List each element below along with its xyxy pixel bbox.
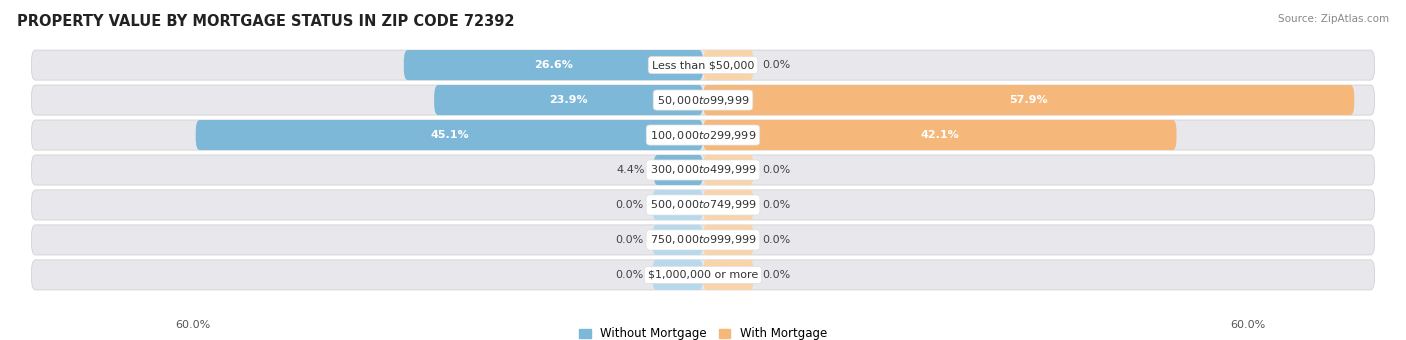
FancyBboxPatch shape bbox=[31, 50, 1375, 80]
Text: 60.0%: 60.0% bbox=[1230, 320, 1265, 330]
FancyBboxPatch shape bbox=[31, 190, 1375, 220]
FancyBboxPatch shape bbox=[31, 85, 1375, 115]
FancyBboxPatch shape bbox=[654, 155, 703, 185]
Text: $750,000 to $999,999: $750,000 to $999,999 bbox=[650, 234, 756, 246]
FancyBboxPatch shape bbox=[404, 50, 703, 80]
Text: 0.0%: 0.0% bbox=[616, 200, 644, 210]
FancyBboxPatch shape bbox=[703, 155, 754, 185]
FancyBboxPatch shape bbox=[434, 85, 703, 115]
FancyBboxPatch shape bbox=[703, 85, 1354, 115]
Text: Less than $50,000: Less than $50,000 bbox=[652, 60, 754, 70]
Text: 0.0%: 0.0% bbox=[762, 60, 790, 70]
Text: 0.0%: 0.0% bbox=[762, 270, 790, 280]
Text: 26.6%: 26.6% bbox=[534, 60, 572, 70]
Text: 0.0%: 0.0% bbox=[762, 235, 790, 245]
Text: 23.9%: 23.9% bbox=[550, 95, 588, 105]
FancyBboxPatch shape bbox=[703, 225, 754, 255]
Text: 4.4%: 4.4% bbox=[616, 165, 644, 175]
FancyBboxPatch shape bbox=[652, 225, 703, 255]
FancyBboxPatch shape bbox=[703, 190, 754, 220]
FancyBboxPatch shape bbox=[652, 260, 703, 290]
Text: Source: ZipAtlas.com: Source: ZipAtlas.com bbox=[1278, 14, 1389, 23]
FancyBboxPatch shape bbox=[703, 50, 754, 80]
Text: 0.0%: 0.0% bbox=[616, 235, 644, 245]
Text: $100,000 to $299,999: $100,000 to $299,999 bbox=[650, 129, 756, 141]
Text: PROPERTY VALUE BY MORTGAGE STATUS IN ZIP CODE 72392: PROPERTY VALUE BY MORTGAGE STATUS IN ZIP… bbox=[17, 14, 515, 29]
Text: $300,000 to $499,999: $300,000 to $499,999 bbox=[650, 164, 756, 176]
FancyBboxPatch shape bbox=[195, 120, 703, 150]
Text: $500,000 to $749,999: $500,000 to $749,999 bbox=[650, 199, 756, 211]
Text: 0.0%: 0.0% bbox=[762, 165, 790, 175]
FancyBboxPatch shape bbox=[703, 260, 754, 290]
Text: 60.0%: 60.0% bbox=[176, 320, 211, 330]
FancyBboxPatch shape bbox=[652, 190, 703, 220]
Legend: Without Mortgage, With Mortgage: Without Mortgage, With Mortgage bbox=[579, 327, 827, 340]
FancyBboxPatch shape bbox=[31, 260, 1375, 290]
Text: $50,000 to $99,999: $50,000 to $99,999 bbox=[657, 94, 749, 106]
FancyBboxPatch shape bbox=[31, 120, 1375, 150]
FancyBboxPatch shape bbox=[31, 225, 1375, 255]
FancyBboxPatch shape bbox=[703, 120, 1177, 150]
Text: 42.1%: 42.1% bbox=[921, 130, 959, 140]
Text: 45.1%: 45.1% bbox=[430, 130, 468, 140]
Text: 0.0%: 0.0% bbox=[616, 270, 644, 280]
Text: 0.0%: 0.0% bbox=[762, 200, 790, 210]
Text: $1,000,000 or more: $1,000,000 or more bbox=[648, 270, 758, 280]
FancyBboxPatch shape bbox=[31, 155, 1375, 185]
Text: 57.9%: 57.9% bbox=[1010, 95, 1047, 105]
